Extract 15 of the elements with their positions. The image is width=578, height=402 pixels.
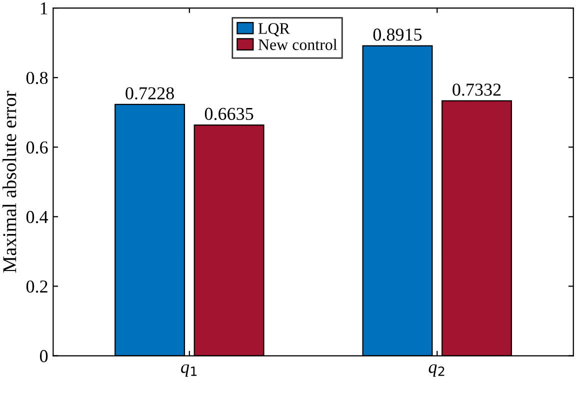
y-tick-label: 0 bbox=[40, 350, 48, 362]
y-tick-label: 0.8 bbox=[26, 72, 48, 84]
legend-label: New control bbox=[258, 38, 338, 50]
y-tick-label: 0.6 bbox=[26, 141, 48, 154]
y-tick-label: 0.4 bbox=[26, 210, 48, 224]
y-tick-label: 1 bbox=[40, 2, 48, 14]
legend-label: LQR bbox=[258, 23, 290, 36]
x-tick-label: q$_{1}$ bbox=[181, 364, 197, 377]
data-label: 0.7228 bbox=[126, 87, 174, 100]
data-label: 0.8915 bbox=[373, 28, 422, 41]
data-label: 0.7332 bbox=[452, 84, 501, 96]
y-axis-title: Maximal absolute error bbox=[2, 90, 16, 273]
data-label: 0.6635 bbox=[204, 108, 254, 120]
x-tick-label: q$_{2}$ bbox=[428, 364, 444, 377]
y-tick-label: 0.2 bbox=[26, 280, 48, 293]
